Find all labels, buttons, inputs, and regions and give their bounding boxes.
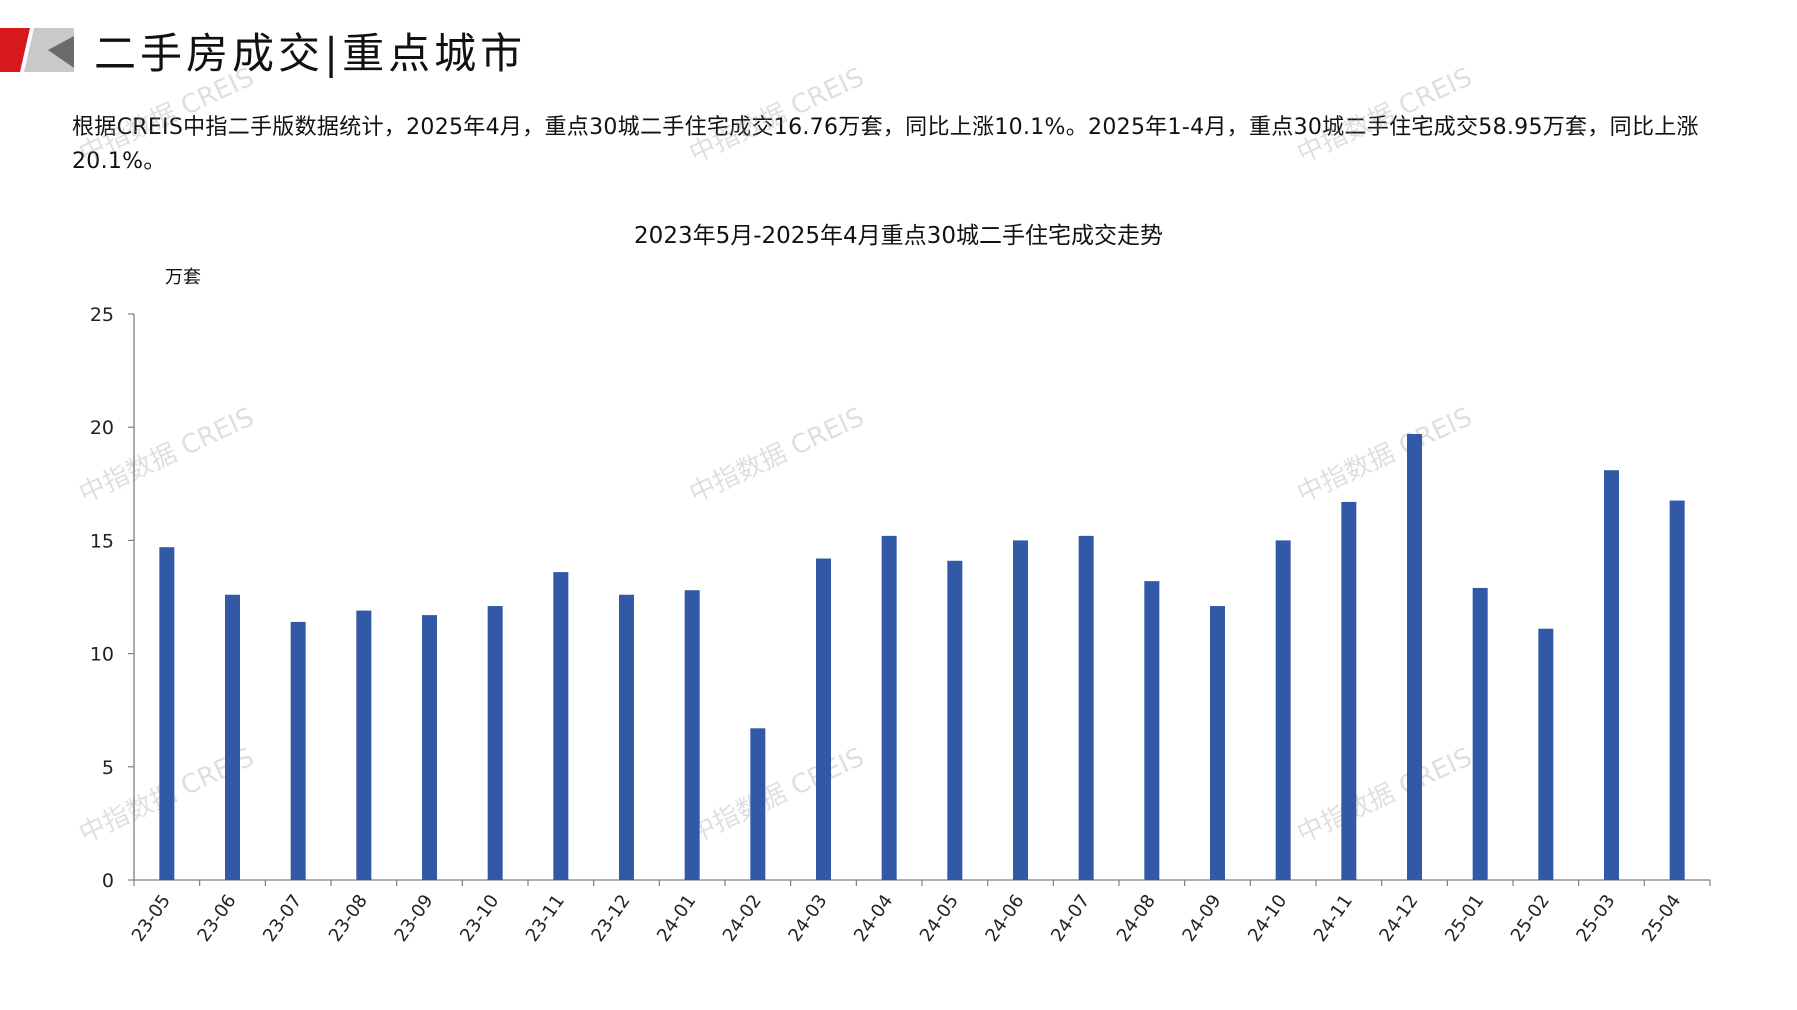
bar-25-04 — [1669, 500, 1685, 880]
x-tick-label: 24-03 — [784, 891, 831, 946]
x-tick-label: 23-05 — [128, 891, 175, 946]
x-tick-label: 23-07 — [259, 891, 306, 946]
logo-red-shape — [0, 28, 30, 72]
logo-dark-shape — [48, 36, 74, 68]
chart-title: 2023年5月-2025年4月重点30城二手住宅成交走势 — [634, 223, 1163, 249]
x-axis-labels: 23-05 23-06 23-07 23-08 23-09 23-10 23-11 23-12… — [128, 891, 1686, 946]
bar-24-12 — [1407, 433, 1422, 880]
bar-23-11 — [553, 572, 569, 880]
x-tick-label: 25-02 — [1507, 891, 1554, 946]
x-tick-label: 25-03 — [1572, 891, 1619, 946]
x-tick-label: 24-07 — [1047, 891, 1094, 946]
x-tick-label: 24-10 — [1244, 891, 1291, 946]
bar-24-01 — [684, 590, 700, 880]
x-tick-label: 23-09 — [390, 891, 437, 946]
page-title: 二手房成交|重点城市 — [94, 29, 527, 78]
x-tick-label: 25-04 — [1638, 891, 1685, 946]
x-tick-label: 23-08 — [325, 891, 372, 946]
bar-24-03 — [816, 558, 831, 880]
bar-24-05 — [947, 560, 963, 880]
bar-24-02 — [750, 728, 766, 880]
chart-bars — [159, 433, 1685, 880]
bar-23-06 — [225, 594, 240, 880]
x-tick-label: 23-10 — [456, 891, 503, 946]
x-tick-label: 24-11 — [1310, 891, 1357, 946]
brand-logo — [0, 28, 74, 72]
x-tick-label: 25-01 — [1441, 891, 1488, 946]
bar-24-06 — [1013, 540, 1028, 880]
bar-24-09 — [1210, 606, 1225, 880]
bar-23-05 — [159, 547, 175, 880]
x-tick-label: 24-02 — [719, 891, 766, 946]
y-axis-labels: 0 5 10 15 20 25 — [90, 304, 114, 892]
x-tick-label: 23-11 — [522, 891, 569, 946]
bar-25-03 — [1604, 470, 1619, 880]
x-tick-label: 24-09 — [1178, 891, 1225, 946]
x-tick-label: 24-04 — [850, 891, 897, 946]
x-tick-label: 24-08 — [1113, 891, 1160, 946]
y-axis-unit-label: 万套 — [165, 267, 201, 288]
y-tick-label: 25 — [90, 304, 114, 326]
bar-25-01 — [1472, 587, 1488, 880]
bar-24-11 — [1341, 501, 1357, 880]
bar-25-02 — [1538, 628, 1554, 880]
x-tick-label: 24-01 — [653, 891, 700, 946]
x-tick-label: 24-06 — [981, 891, 1028, 946]
bar-24-10 — [1275, 540, 1291, 880]
y-tick-label: 5 — [102, 757, 114, 779]
bar-23-07 — [290, 621, 306, 880]
y-tick-label: 20 — [90, 417, 114, 439]
bar-24-08 — [1144, 581, 1160, 880]
x-tick-label: 23-12 — [587, 891, 634, 946]
x-tick-label: 23-06 — [193, 891, 240, 946]
x-tick-label: 24-12 — [1375, 891, 1422, 946]
bar-24-04 — [881, 535, 897, 880]
chart-axes — [128, 313, 1711, 886]
bar-23-08 — [356, 610, 372, 880]
y-tick-label: 10 — [90, 644, 114, 666]
bar-24-07 — [1078, 535, 1094, 880]
summary-text: 根据CREIS中指二手版数据统计，2025年4月，重点30城二手住宅成交16.7… — [72, 115, 1699, 174]
bar-23-09 — [422, 615, 437, 880]
bar-23-12 — [619, 594, 634, 880]
y-tick-label: 0 — [102, 870, 114, 892]
x-tick-label: 24-05 — [916, 891, 963, 946]
bar-23-10 — [487, 606, 503, 880]
y-tick-label: 15 — [90, 530, 114, 552]
